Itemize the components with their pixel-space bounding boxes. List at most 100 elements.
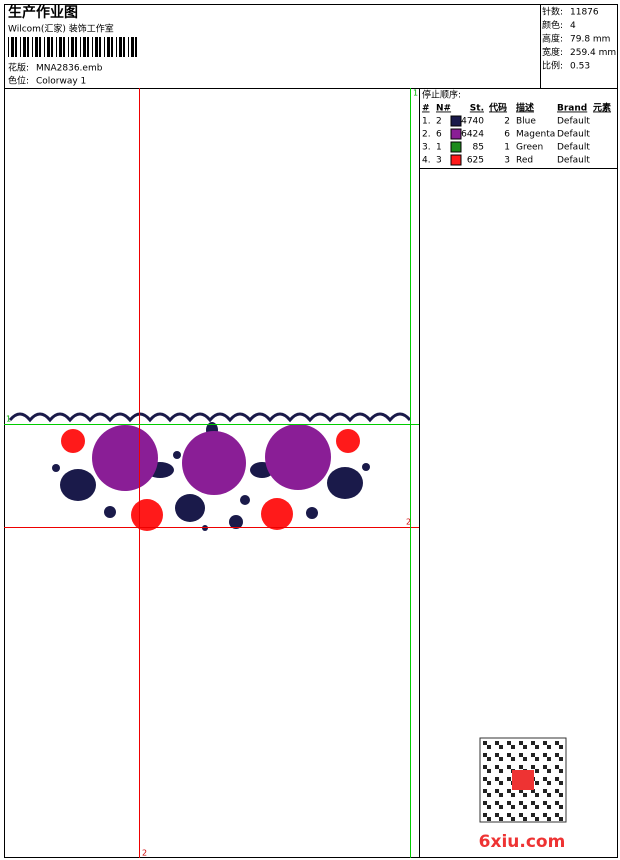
qr-cell xyxy=(531,753,535,757)
code: 6 xyxy=(504,130,510,140)
qr-cell xyxy=(495,777,499,781)
guide-label: 2 xyxy=(142,849,147,858)
qr-cell xyxy=(535,757,539,761)
qr-cell xyxy=(483,813,487,817)
qr-cell xyxy=(487,757,491,761)
table-title: 停止顺序: xyxy=(422,89,461,101)
qr-cell xyxy=(543,777,547,781)
qr-cell xyxy=(555,801,559,805)
bar-stripe xyxy=(107,37,110,57)
row-index: 2. xyxy=(422,130,431,140)
qr-cell xyxy=(511,757,515,761)
qr-cell xyxy=(483,765,487,769)
bar-stripe xyxy=(95,37,98,57)
qr-cell xyxy=(495,813,499,817)
qr-cell xyxy=(483,741,487,745)
qr-cell xyxy=(543,741,547,745)
row-index: 1. xyxy=(422,117,431,127)
bar-stripe xyxy=(11,37,14,57)
qr-cell xyxy=(519,801,523,805)
bar-stripe xyxy=(83,37,86,57)
qr-cell xyxy=(547,781,551,785)
qr-cell xyxy=(483,801,487,805)
field-label: 花版: xyxy=(8,62,29,74)
qr-cell xyxy=(499,769,503,773)
qr-cell xyxy=(531,741,535,745)
bar-stripe xyxy=(32,37,33,57)
bar-stripe xyxy=(59,37,62,57)
bar-stripe xyxy=(116,37,117,57)
qr-cell xyxy=(523,817,527,821)
qr-cell xyxy=(483,789,487,793)
bar-stripe xyxy=(128,37,129,57)
code: 1 xyxy=(504,143,510,153)
qr-cell xyxy=(519,741,523,745)
bar-stripe xyxy=(35,37,38,57)
bar-stripe xyxy=(135,37,137,57)
column-header: 元素 xyxy=(593,102,611,114)
stitches: 625 xyxy=(467,156,484,166)
qr-cell xyxy=(507,765,511,769)
needle: 2 xyxy=(436,117,442,127)
column-header: 描述 xyxy=(516,102,534,114)
code: 3 xyxy=(504,156,510,166)
qr-cell xyxy=(543,813,547,817)
bar-stripe xyxy=(123,37,125,57)
qr-cell xyxy=(487,817,491,821)
qr-cell xyxy=(487,781,491,785)
qr-cell xyxy=(543,801,547,805)
qr-cell xyxy=(495,789,499,793)
qr-cell xyxy=(547,757,551,761)
color-swatch xyxy=(450,115,462,127)
barcode xyxy=(8,37,137,57)
bar-stripe xyxy=(63,37,65,57)
field-value: Colorway 1 xyxy=(36,77,86,87)
description: Green xyxy=(516,143,543,153)
qr-cell xyxy=(523,805,527,809)
needle: 1 xyxy=(436,143,442,153)
qr-cell xyxy=(543,789,547,793)
guide-label: 2 xyxy=(406,518,411,527)
qr-cell xyxy=(543,753,547,757)
watermark: 6xiu.com xyxy=(479,832,566,852)
bar-stripe xyxy=(104,37,105,57)
qr-cell xyxy=(555,777,559,781)
qr-cell xyxy=(523,745,527,749)
qr-cell xyxy=(487,745,491,749)
qr-cell xyxy=(547,793,551,797)
qr-cell xyxy=(519,765,523,769)
qr-cell xyxy=(559,769,563,773)
qr-cell xyxy=(535,769,539,773)
qr-cell xyxy=(507,741,511,745)
bar-stripe xyxy=(39,37,41,57)
qr-cell xyxy=(535,793,539,797)
needle: 3 xyxy=(436,156,442,166)
qr-cell xyxy=(559,757,563,761)
bar-stripe xyxy=(99,37,101,57)
bar-stripe xyxy=(23,37,26,57)
qr-cell xyxy=(523,757,527,761)
qr-cell xyxy=(487,805,491,809)
qr-code xyxy=(479,737,567,823)
description: Blue xyxy=(516,117,536,127)
column-header: Brand xyxy=(557,104,587,114)
qr-cell xyxy=(487,769,491,773)
column-header: 代码 xyxy=(488,102,507,114)
qr-cell xyxy=(535,745,539,749)
stat-value: 79.8 mm xyxy=(570,35,610,45)
bar-stripe xyxy=(119,37,122,57)
qr-cell xyxy=(495,801,499,805)
qr-cell xyxy=(555,813,559,817)
embroidery xyxy=(8,412,412,531)
qr-cell xyxy=(499,817,503,821)
description: Red xyxy=(516,156,533,166)
bar-stripe xyxy=(68,37,69,57)
needle: 6 xyxy=(436,130,442,140)
qr-cell xyxy=(555,753,559,757)
bar-stripe xyxy=(8,37,9,57)
stat-label: 比例: xyxy=(542,60,563,72)
guide-label: 1 xyxy=(6,415,11,424)
qr-cell xyxy=(483,777,487,781)
qr-cell xyxy=(519,789,523,793)
qr-cell xyxy=(499,781,503,785)
